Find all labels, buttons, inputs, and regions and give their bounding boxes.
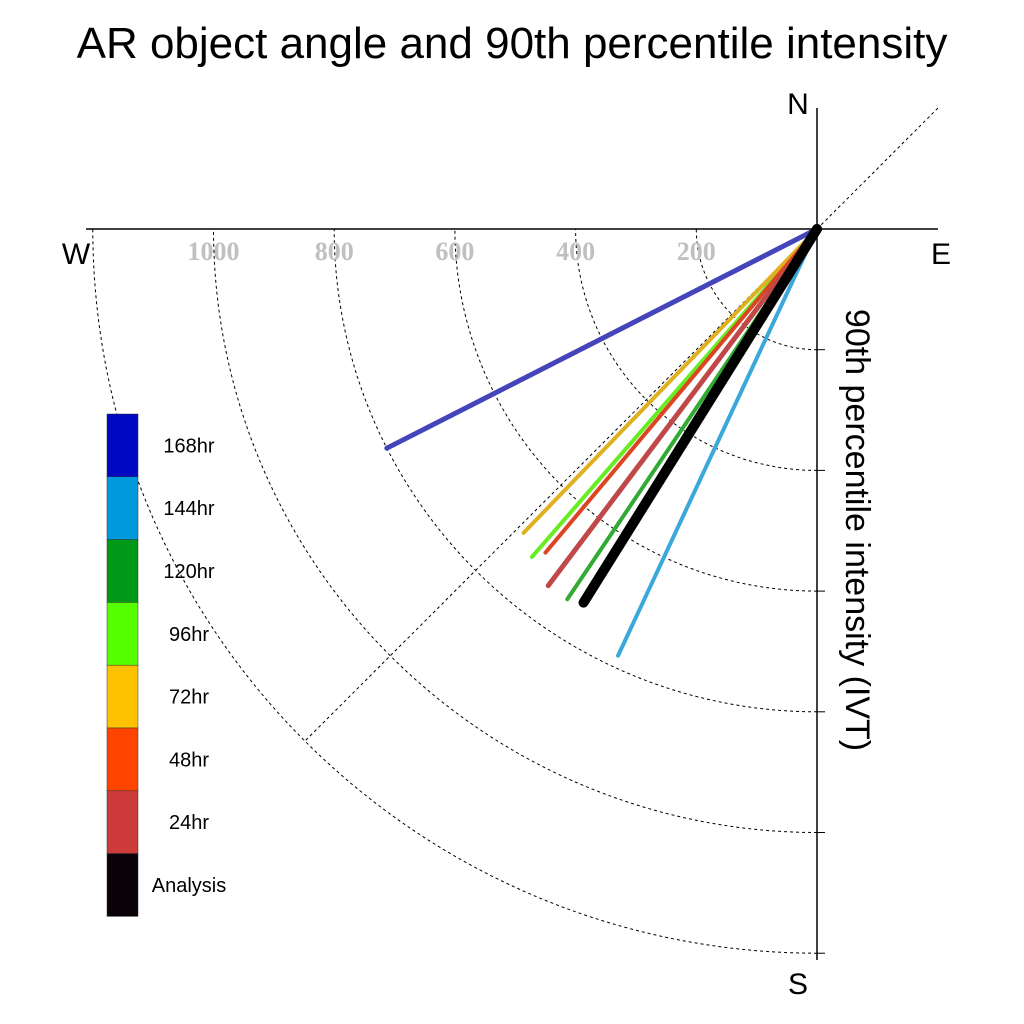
vector-72hr — [521, 227, 819, 535]
legend-swatch-144hr — [106, 476, 139, 540]
compass-west: W — [62, 238, 91, 271]
legend-label-168hr: 168hr — [163, 435, 214, 457]
compass-east: E — [931, 238, 951, 271]
radial-axis-label: 90th percentile intensity (IVT) — [838, 309, 876, 751]
legend-swatch-120hr — [106, 539, 139, 603]
radial-ring-400 — [575, 228, 818, 471]
origin-marker — [812, 224, 822, 234]
legend: 168hr 144hr 120hr 96hr 72hr 48hr 24hr Analysis — [106, 413, 226, 917]
radial-tick-label-800: 800 — [315, 237, 354, 266]
legend-swatch-48hr — [106, 727, 139, 792]
legend-swatch-72hr — [106, 664, 139, 729]
legend-label-96hr: 96hr — [169, 624, 209, 646]
reference-diagonal-line — [304, 228, 818, 742]
legend-label-72hr: 72hr — [169, 687, 209, 709]
radial-tick-label-400: 400 — [556, 237, 595, 266]
radial-tick-label-200: 200 — [677, 237, 716, 266]
radial-rings — [92, 228, 825, 954]
compass-north: N — [787, 88, 809, 121]
vector-168hr — [384, 226, 820, 451]
legend-swatch-168hr — [106, 413, 139, 478]
radial-tick-label-600: 600 — [435, 237, 474, 266]
legend-label-120hr: 120hr — [163, 561, 214, 583]
radial-ring-1200 — [92, 228, 818, 954]
intensity-vectors — [384, 224, 822, 658]
legend-label-24hr: 24hr — [169, 812, 209, 834]
legend-swatch-96hr — [106, 602, 139, 666]
vector-24hr — [545, 226, 820, 589]
chart-title: AR object angle and 90th percentile inte… — [77, 19, 948, 68]
radial-ring-200 — [695, 228, 818, 351]
compass-south: S — [788, 968, 808, 1001]
vector-analysis — [578, 224, 822, 608]
legend-swatch-analysis — [106, 853, 139, 917]
legend-label-analysis: Analysis — [152, 875, 226, 897]
legend-label-48hr: 48hr — [169, 749, 209, 771]
radial-tick-label-1000: 1000 — [188, 237, 240, 266]
legend-label-144hr: 144hr — [163, 498, 214, 520]
ne-diagonal-line — [816, 107, 939, 230]
vector-144hr — [616, 227, 819, 658]
legend-swatch-24hr — [106, 790, 139, 854]
vector-48hr — [543, 227, 819, 555]
radial-tick-labels: 200 400 600 800 1000 — [188, 237, 716, 266]
radial-ring-1000 — [213, 228, 818, 833]
